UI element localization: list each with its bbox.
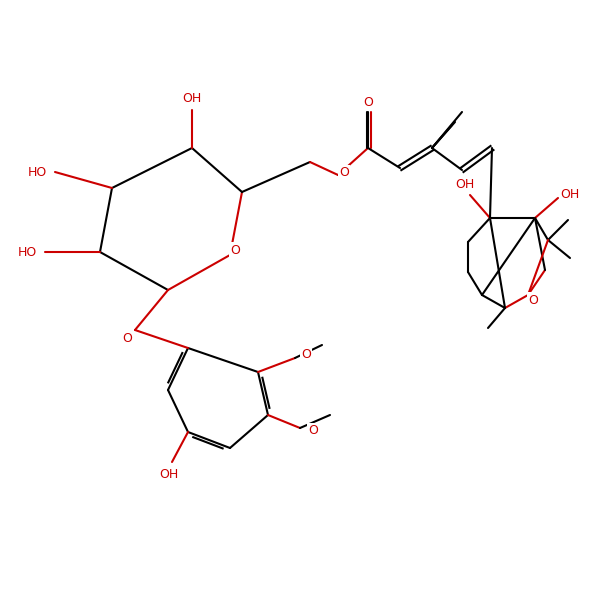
Text: O: O [122, 331, 132, 344]
Text: O: O [230, 244, 240, 257]
Text: HO: HO [28, 166, 47, 179]
Text: O: O [339, 166, 349, 179]
Text: OH: OH [560, 188, 580, 202]
Text: HO: HO [18, 245, 37, 259]
Text: O: O [363, 95, 373, 109]
Text: O: O [301, 349, 311, 361]
Text: OH: OH [182, 91, 202, 104]
Text: O: O [528, 293, 538, 307]
Text: OH: OH [455, 179, 475, 191]
Text: O: O [308, 425, 318, 437]
Text: OH: OH [160, 467, 179, 481]
